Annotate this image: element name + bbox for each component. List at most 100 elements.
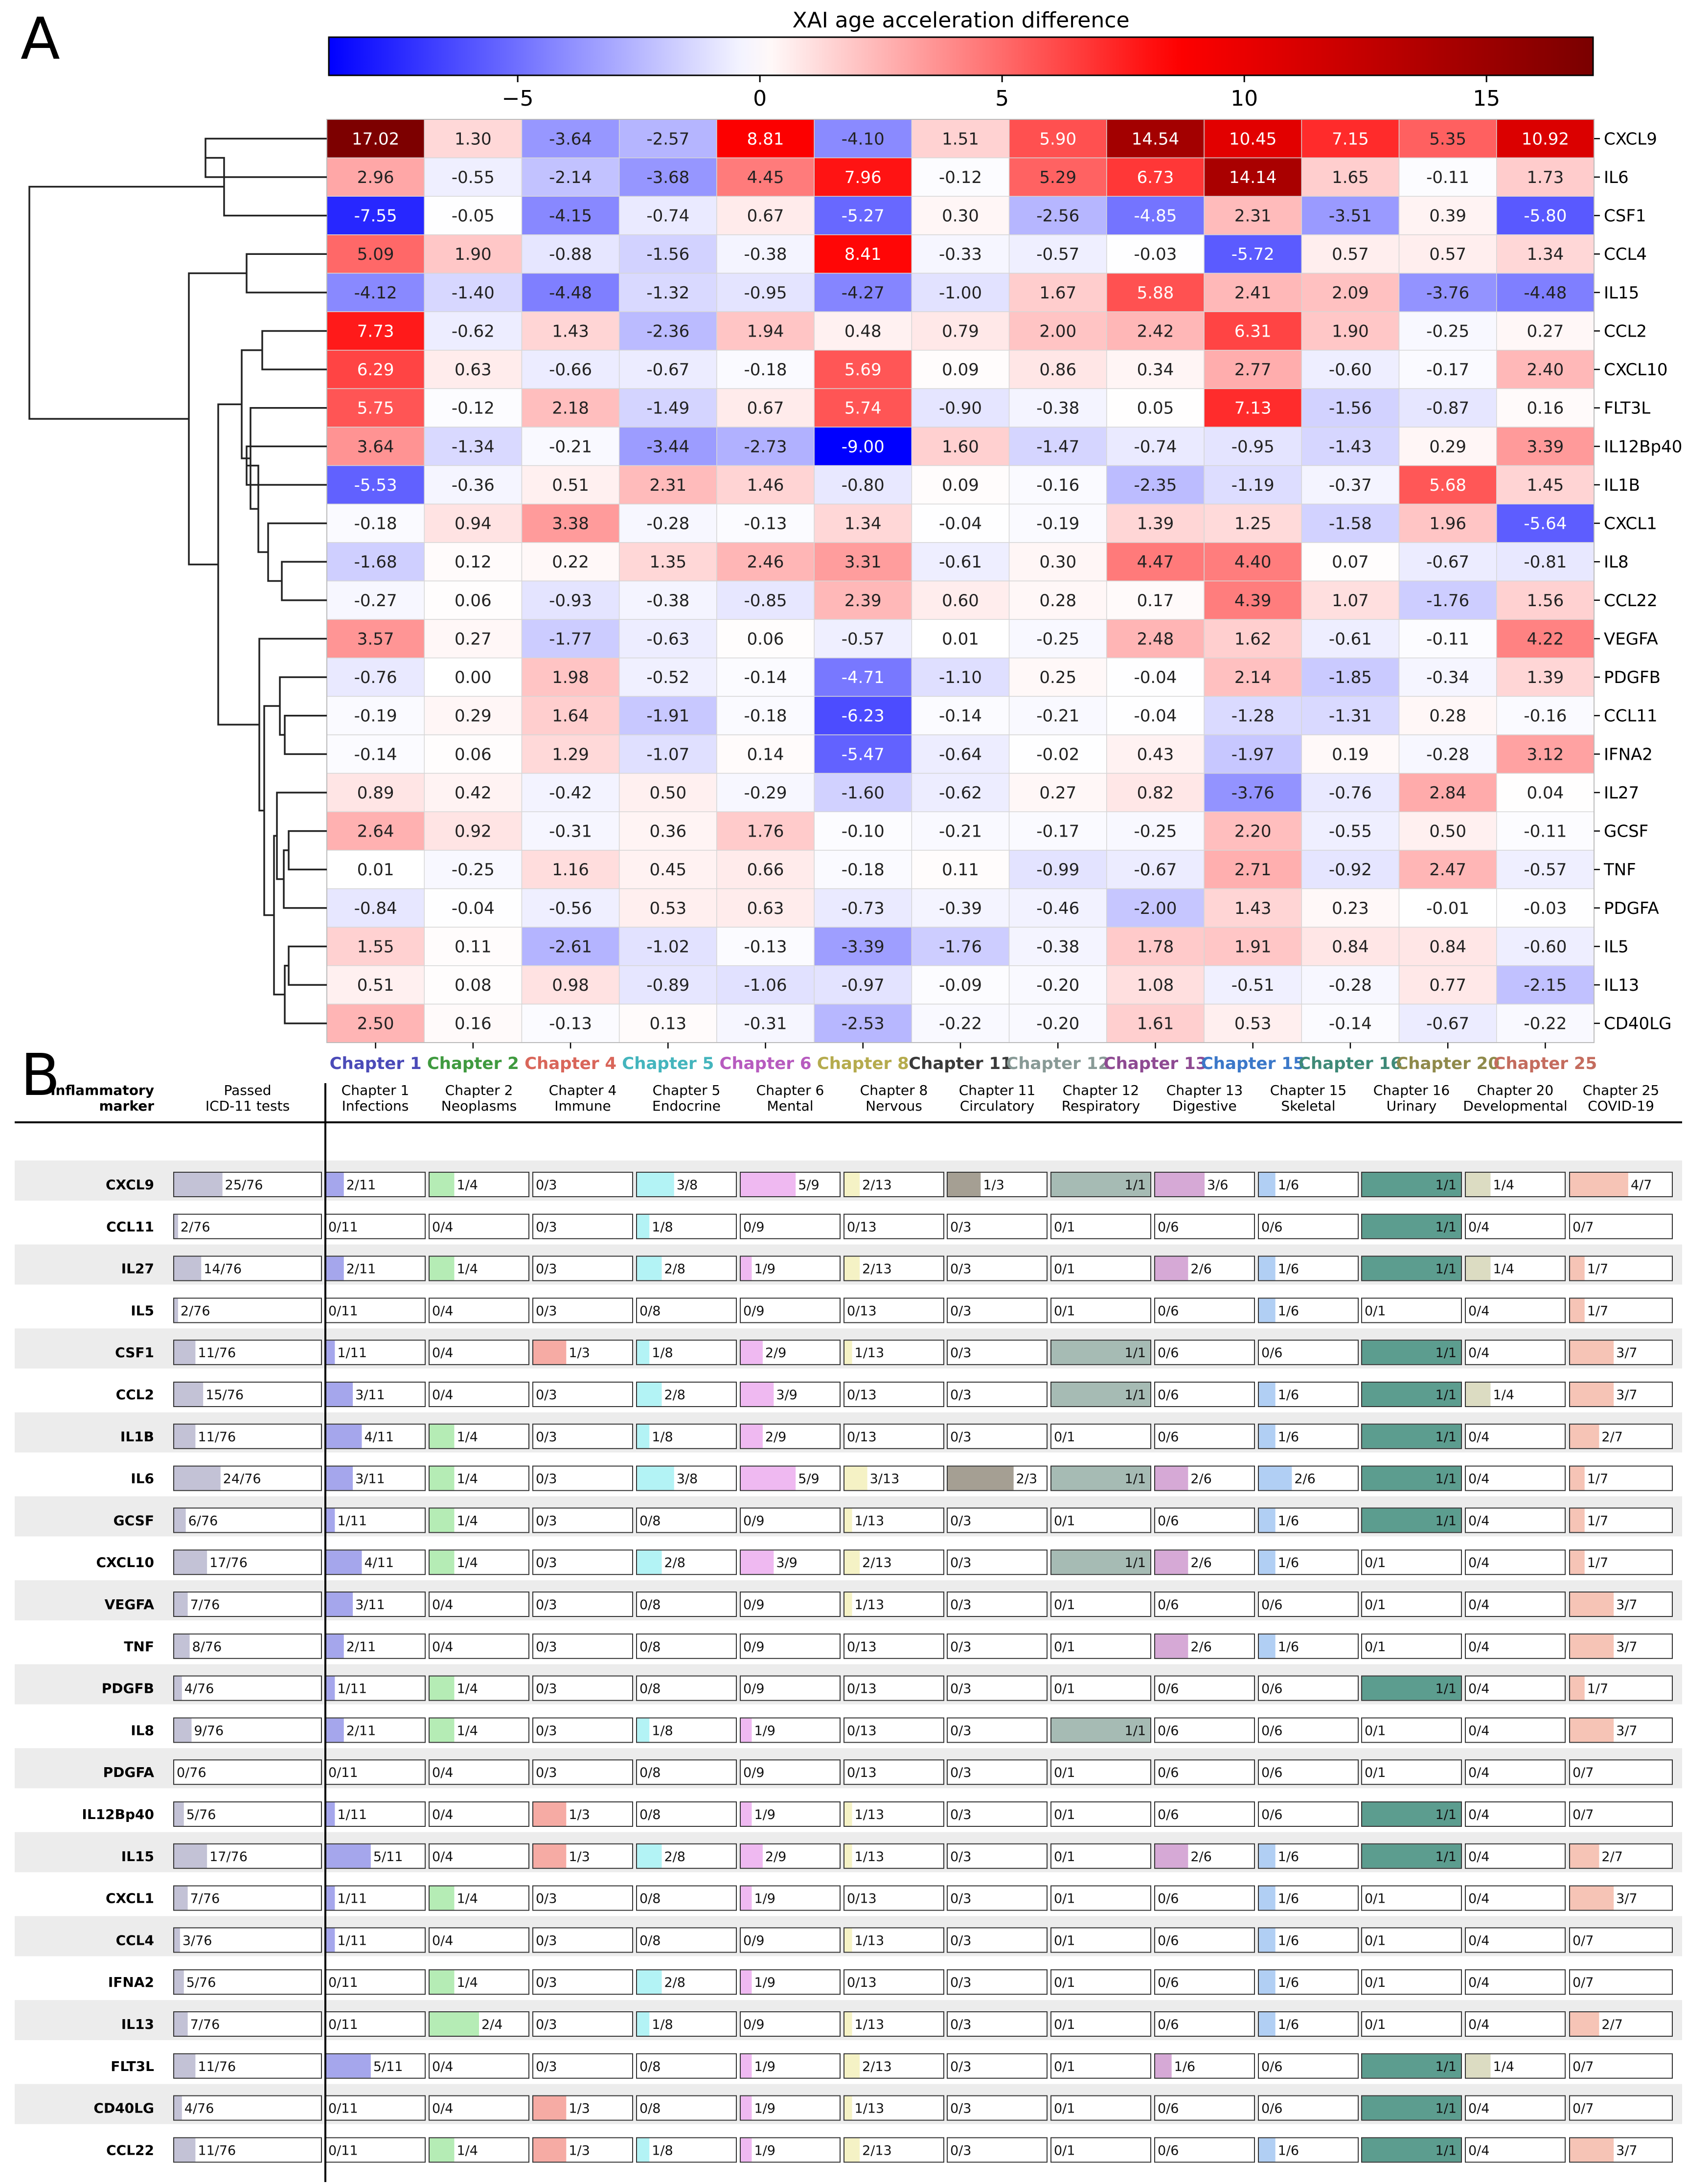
table-cell-border (1258, 1255, 1359, 1281)
table-cell (740, 1256, 840, 1281)
table-cell-value: 1/4 (457, 1891, 478, 1907)
table-cell-border (1258, 1465, 1359, 1491)
table-cell-border (947, 1592, 1048, 1617)
table-cell-fill (844, 1508, 852, 1532)
table-cell-border (740, 1255, 841, 1281)
table-cell-border (1361, 1717, 1462, 1743)
heatmap-cell-value: -0.87 (1426, 399, 1469, 418)
table-cell-value: 0/1 (1365, 1555, 1386, 1570)
table-cell-fill (326, 1256, 344, 1280)
table-cell (1465, 1340, 1565, 1365)
table-cell-fill (326, 1341, 335, 1365)
heatmap-cell-value: -0.76 (354, 668, 397, 687)
table-cell-value: 0/11 (328, 1220, 358, 1235)
heatmap-cell-value: -3.76 (1426, 283, 1469, 303)
table-cell-value: 0/13 (847, 1220, 877, 1235)
heatmap-cell-value: 5.68 (1429, 476, 1466, 495)
table-cell-value: 1/1 (1436, 2143, 1457, 2158)
heatmap-cell-value: -0.67 (1426, 552, 1469, 572)
table-cell-value: 0/4 (432, 1933, 453, 1948)
table-cell-value: 25/76 (225, 1178, 263, 1193)
heatmap-cell-value: 2.96 (357, 168, 394, 187)
table-cell-border (532, 2137, 633, 2163)
table-cell (533, 1256, 633, 1281)
heatmap-cell-value: -0.51 (1231, 976, 1275, 995)
table-cell (740, 2053, 840, 2078)
heatmap-cell (1496, 850, 1595, 889)
table-cell-fill (1259, 1928, 1276, 1952)
table-cell-border (740, 1633, 841, 1659)
table-cell (1258, 1718, 1358, 1743)
heatmap-cell-value: -3.51 (1329, 206, 1372, 226)
table-cell-border (1258, 1213, 1359, 1239)
table-cell (325, 1676, 425, 1701)
table-cell-value: 0/4 (432, 1807, 453, 1822)
table-cell-fill (326, 1466, 353, 1490)
table-cell-border (636, 1675, 737, 1701)
table-cell-value: 2/3 (1016, 1472, 1037, 1487)
table-cell-border (947, 2137, 1048, 2163)
table-cell-value: 0/8 (639, 1303, 661, 1319)
table-cell-border (1569, 1340, 1673, 1365)
table-cell (637, 1634, 736, 1659)
table-cell-value: 1/4 (457, 1178, 478, 1193)
table-cell-value: 0/6 (1158, 2101, 1179, 2116)
heatmap-cell-value: -0.61 (1329, 629, 1372, 649)
heatmap-cell (1106, 1003, 1205, 1043)
table-cell-fill (741, 1970, 752, 1994)
table-cell-border (1361, 1465, 1462, 1491)
table-cell-fill (430, 1256, 455, 1280)
table-cell-value: 1/11 (337, 1345, 367, 1361)
table-cell-fill (1362, 1802, 1461, 1826)
heatmap-cell (326, 119, 425, 159)
header-column-title: Chapter 1 (342, 1082, 410, 1098)
heatmap-cell-value: 17.02 (352, 129, 399, 149)
heatmap-cell (1204, 157, 1302, 197)
colorbar-tick-label: 5 (995, 86, 1009, 111)
table-cell-value: 1/4 (457, 1555, 478, 1570)
heatmap-cell-value: 1.39 (1527, 668, 1564, 687)
table-cell-value: 3/7 (1616, 1723, 1637, 1738)
heatmap-cell-value: 2.18 (552, 399, 589, 418)
heatmap-cell (1008, 773, 1107, 812)
heatmap-cell (424, 427, 523, 466)
table-cell-value: 0/1 (1054, 2017, 1075, 2032)
heatmap-cell-value: -4.12 (354, 283, 397, 303)
table-cell-value: 0/9 (743, 1933, 764, 1948)
heatmap-cell (1204, 542, 1302, 582)
table-cell-value: 1/9 (754, 2143, 775, 2158)
heatmap-cell-value: 0.27 (455, 629, 492, 649)
table-cell-value: 0/7 (1573, 1765, 1594, 1780)
heatmap-cell-value: 0.23 (1332, 899, 1369, 918)
table-cell-border (1050, 1423, 1151, 1449)
table-cell-border (1050, 1255, 1151, 1281)
table-row-marker: CCL4 (116, 1932, 154, 1948)
table-cell-value: 1/8 (652, 1430, 673, 1445)
heatmap-cell-value: -0.25 (1426, 321, 1469, 341)
table-cell-value: 0/3 (536, 1723, 557, 1738)
heatmap-cell-value: 14.14 (1229, 168, 1277, 187)
table-cell (844, 2138, 944, 2162)
table-cell-fill (1466, 2054, 1491, 2078)
heatmap-cell (326, 427, 425, 466)
table-cell-value: 0/6 (1158, 2017, 1179, 2032)
table-cell (844, 1340, 944, 1365)
table-cell-border (844, 1843, 944, 1869)
table-cell (844, 1843, 944, 1868)
table-cell-border (1465, 1801, 1566, 1827)
heatmap-cell-value: 0.11 (942, 860, 979, 880)
table-cell-value: 1/6 (1174, 2059, 1195, 2074)
heatmap-cell-value: 1.62 (1234, 629, 1272, 649)
table-cell (1155, 1760, 1254, 1785)
heatmap-cell-value: 0.36 (649, 822, 686, 842)
table-cell-value: 3/13 (870, 1472, 900, 1487)
heatmap-cell-value: 0.29 (1429, 437, 1466, 456)
table-cell (1465, 1676, 1565, 1701)
table-cell-border (532, 1172, 633, 1197)
heatmap-cell (1204, 696, 1302, 735)
table-cell-value: 0/1 (1054, 2059, 1075, 2074)
heatmap-cell-value: -0.38 (646, 591, 689, 611)
table-cell-value: 1/6 (1278, 1262, 1299, 1277)
heatmap-cell-value: 0.04 (1527, 783, 1564, 803)
